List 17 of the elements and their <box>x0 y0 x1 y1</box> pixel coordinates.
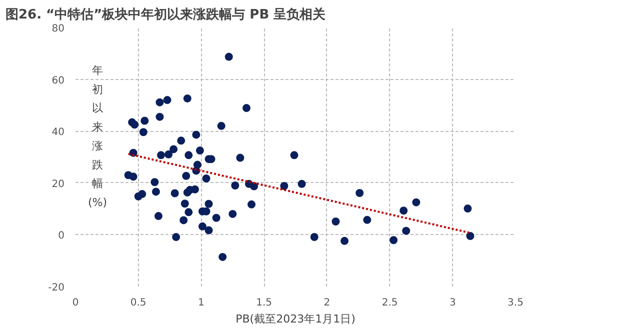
x-tick-label: 2.5 <box>382 298 398 308</box>
chart-title: 图26. “中特估”板块中年初以来涨跌幅与 PB 呈负相关 <box>6 6 327 22</box>
y-tick-label: -20 <box>48 282 65 294</box>
x-tick-label: 2 <box>324 298 330 308</box>
y-tick-label: 40 <box>52 127 65 138</box>
x-axis-title: PB(截至2023年1月1日) <box>236 312 356 326</box>
x-tick-label: 3.5 <box>508 298 524 308</box>
x-tick-label: 0.5 <box>130 298 146 308</box>
y-tick-label: 0 <box>58 230 65 242</box>
y-tick-label: 20 <box>52 178 65 190</box>
x-tick-label: 1.5 <box>256 298 272 308</box>
x-tick-label: 1 <box>198 298 204 308</box>
y-tick-label: 60 <box>52 75 65 86</box>
y-axis-title: 年初以来涨跌幅(%) <box>88 64 108 209</box>
x-tick-label: 3 <box>449 298 456 308</box>
y-tick-label: 80 <box>52 24 65 34</box>
x-tick-label: 0 <box>72 298 79 308</box>
